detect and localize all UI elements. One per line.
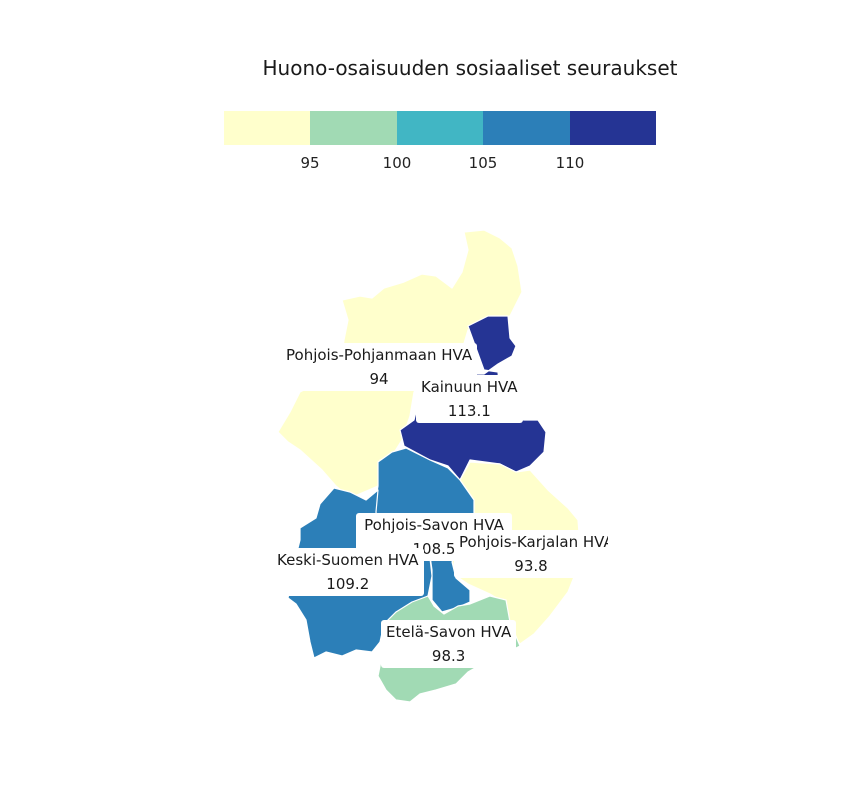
region-value: 113.1 [447,402,491,420]
label-etela-savo: Etelä-Savon HVA 98.3 [381,620,517,668]
legend-swatch-3 [396,111,484,145]
region-name: Pohjois-Pohjanmaan HVA [286,346,473,364]
label-kainuu: Kainuun HVA 113.1 [416,375,523,423]
legend-swatch-5 [569,111,657,145]
region-value: 109.2 [326,575,370,593]
region-name: Pohjois-Karjalan HVA [459,533,608,551]
legend-tick-110: 110 [555,154,585,172]
region-name: Keski-Suomen HVA [277,551,419,569]
legend-swatch-1 [224,111,311,145]
legend-tick-100: 100 [382,154,412,172]
color-legend [224,111,657,145]
legend-swatch-4 [483,111,570,145]
legend-tick-105: 105 [468,154,498,172]
region-value: 94 [369,370,389,388]
label-pohjois-karjala: Pohjois-Karjalan HVA 93.8 [454,530,608,578]
legend-tick-95: 95 [300,154,320,172]
region-value: 93.8 [514,557,548,575]
label-keski-suomi: Keski-Suomen HVA 109.2 [272,548,424,596]
region-name: Kainuun HVA [421,378,518,396]
legend-swatch-2 [310,111,397,145]
region-value: 98.3 [431,647,466,665]
map-title: Huono-osaisuuden sosiaaliset seuraukset [262,56,678,80]
region-name: Etelä-Savon HVA [386,623,512,641]
region-name: Pohjois-Savon HVA [364,516,504,534]
